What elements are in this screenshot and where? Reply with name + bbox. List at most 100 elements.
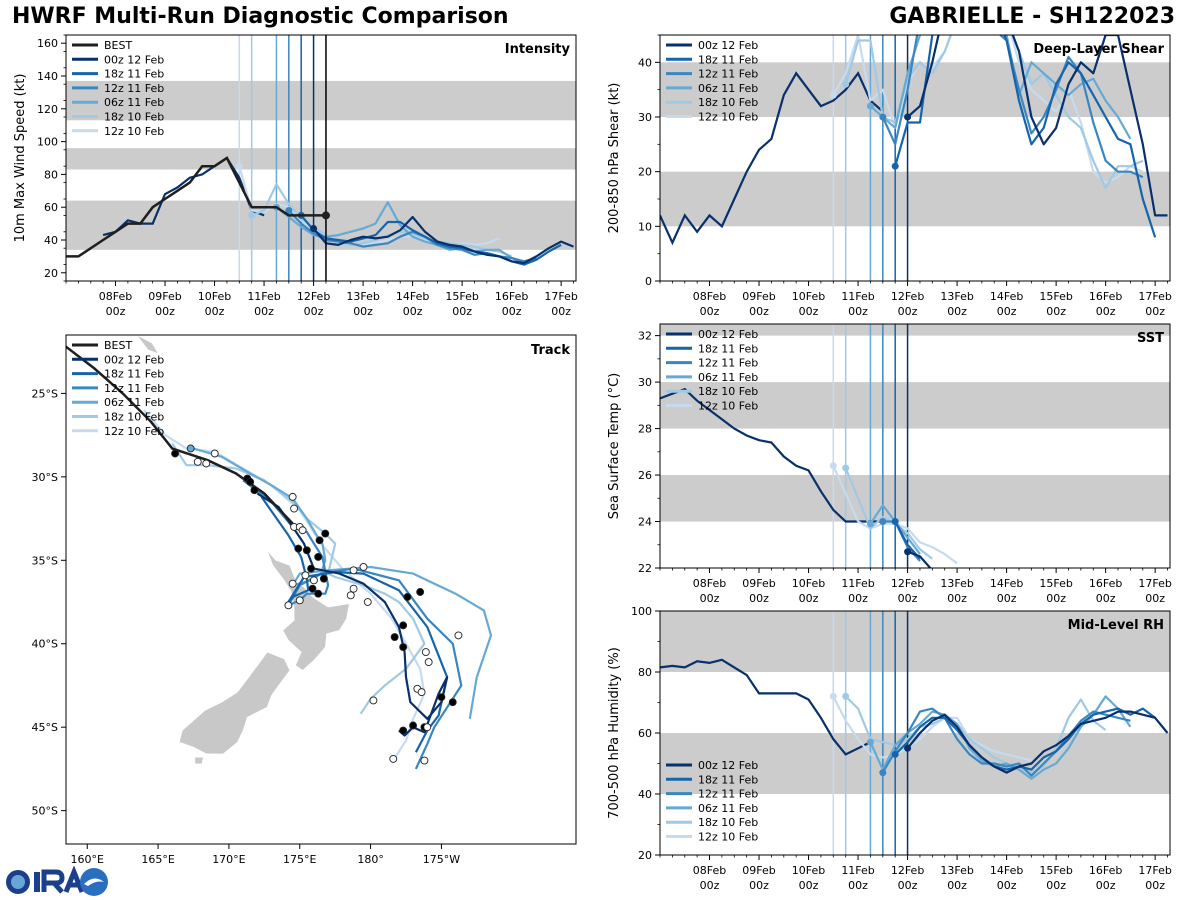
track-marker (424, 658, 433, 667)
x-tick-label-hour: 00z (353, 305, 373, 318)
series-start-point (866, 738, 874, 746)
panel-track: 160°E 165°E 170°E 175°E 180° 175°W 25°S 30°S 35°… (32, 334, 577, 866)
panel-title: SST (1137, 331, 1164, 346)
x-tick-label-day: 13Feb (346, 290, 379, 303)
x-tick-label-day: 11Feb (841, 577, 874, 590)
plot-frame (659, 323, 1171, 569)
x-tick-label-hour: 00z (1046, 592, 1066, 605)
x-tick-label-hour: 00z (551, 305, 571, 318)
panel-sst: 22 24 26 28 30 32 Sea Surface Temp (°C) 08Feb 00… (607, 323, 1172, 605)
series-line (881, 707, 1131, 777)
legend-label: 18z 10 Feb (104, 111, 164, 124)
plot-area (660, 324, 1170, 568)
x-tick-label-day: 10Feb (792, 577, 825, 590)
threshold-band (660, 382, 1170, 429)
track-marker (309, 576, 318, 585)
series-line-early (102, 156, 265, 237)
track-marker (437, 693, 446, 702)
series-line (832, 35, 1144, 184)
legend-label: 12z 11 Feb (698, 788, 758, 801)
track-marker (307, 564, 316, 573)
lat-tick-label: 50°S (32, 805, 58, 818)
x-tick-label-day: 10Feb (792, 864, 825, 877)
panel-title: Mid-Level RH (1068, 618, 1164, 633)
track-marker (403, 593, 412, 601)
track-marker (390, 633, 399, 642)
track-marker (295, 596, 304, 605)
logo-letter-bar-1 (34, 872, 40, 892)
legend-label: 12z 10 Feb (698, 111, 758, 124)
x-tick-label-hour: 00z (1046, 305, 1066, 318)
track-marker (420, 756, 429, 765)
x-tick-label-day: 14Feb (990, 290, 1023, 303)
series-start-point (842, 80, 850, 88)
track-marker (314, 589, 323, 598)
series-start-point (904, 744, 912, 752)
x-tick-label-hour: 00z (898, 879, 918, 892)
legend-label: 12z 11 Feb (104, 382, 164, 395)
series-line (312, 215, 574, 265)
y-tick-label: 80 (44, 168, 58, 181)
legend-label: 12z 10 Feb (698, 400, 758, 413)
series-line-early (660, 71, 884, 246)
plot-frame (65, 34, 577, 282)
x-tick-label-hour: 00z (749, 879, 769, 892)
plot-area (66, 35, 576, 281)
track-marker (363, 598, 372, 606)
y-tick-label: 40 (638, 56, 652, 69)
y-tick-label: 32 (638, 330, 652, 343)
x-tick-label-hour: 00z (848, 879, 868, 892)
threshold-band (660, 171, 1170, 227)
x-tick-label-hour: 00z (947, 305, 967, 318)
x-tick-label-hour: 00z (700, 879, 720, 892)
legend-label: 18z 10 Feb (698, 96, 758, 109)
x-tick-label-day: 09Feb (742, 577, 775, 590)
plot-area (660, 611, 1170, 855)
x-tick-label-hour: 00z (1145, 879, 1165, 892)
x-tick-label-hour: 00z (1096, 305, 1116, 318)
x-tick-label-day: 15Feb (1039, 864, 1072, 877)
track-marker (346, 591, 355, 600)
series-start-point (248, 211, 256, 219)
legend-label: 18z 10 Feb (698, 816, 758, 829)
best-track-line (66, 156, 326, 258)
track-marker (171, 449, 180, 458)
series-line (844, 695, 1107, 774)
y-tick-label: 80 (638, 666, 652, 679)
track-marker (399, 621, 408, 630)
legend-label: 00z 12 Feb (104, 53, 164, 66)
x-tick-label-day: 08Feb (99, 290, 132, 303)
x-tick-label-hour: 00z (898, 305, 918, 318)
series-line (832, 695, 1032, 762)
y-tick-label: 24 (638, 516, 652, 529)
x-tick-label-hour: 00z (898, 592, 918, 605)
x-tick-label-day: 10Feb (198, 290, 231, 303)
x-tick-label-day: 17Feb (544, 290, 577, 303)
threshold-band (660, 611, 1170, 672)
storm-id: GABRIELLE - SH122023 (889, 4, 1175, 29)
x-tick-label-day: 15Feb (1039, 577, 1072, 590)
y-tick-label: 30 (638, 111, 652, 124)
track-marker (294, 544, 303, 553)
track-marker (315, 536, 324, 545)
series-line (906, 35, 1168, 217)
track-marker (319, 574, 328, 583)
x-tick-label-hour: 00z (997, 305, 1017, 318)
track-marker (186, 444, 195, 453)
legend-label: 12z 10 Feb (698, 831, 758, 844)
series-line (906, 710, 1169, 774)
x-tick-label-day: 14Feb (990, 864, 1023, 877)
legend-label: 12z 10 Feb (104, 125, 164, 138)
panel-title: Deep-Layer Shear (1033, 42, 1164, 57)
track-marker (193, 457, 202, 466)
x-tick-label-day: 09Feb (148, 290, 181, 303)
x-tick-label-hour: 00z (997, 879, 1017, 892)
track-marker (321, 529, 330, 538)
y-axis-label: 700-500 hPa Humidity (%) (607, 647, 622, 819)
track-marker (448, 698, 457, 707)
series-line-early (660, 387, 883, 523)
x-tick-label-hour: 00z (947, 879, 967, 892)
y-tick-label: 20 (44, 267, 58, 280)
series-start-point (842, 692, 850, 700)
